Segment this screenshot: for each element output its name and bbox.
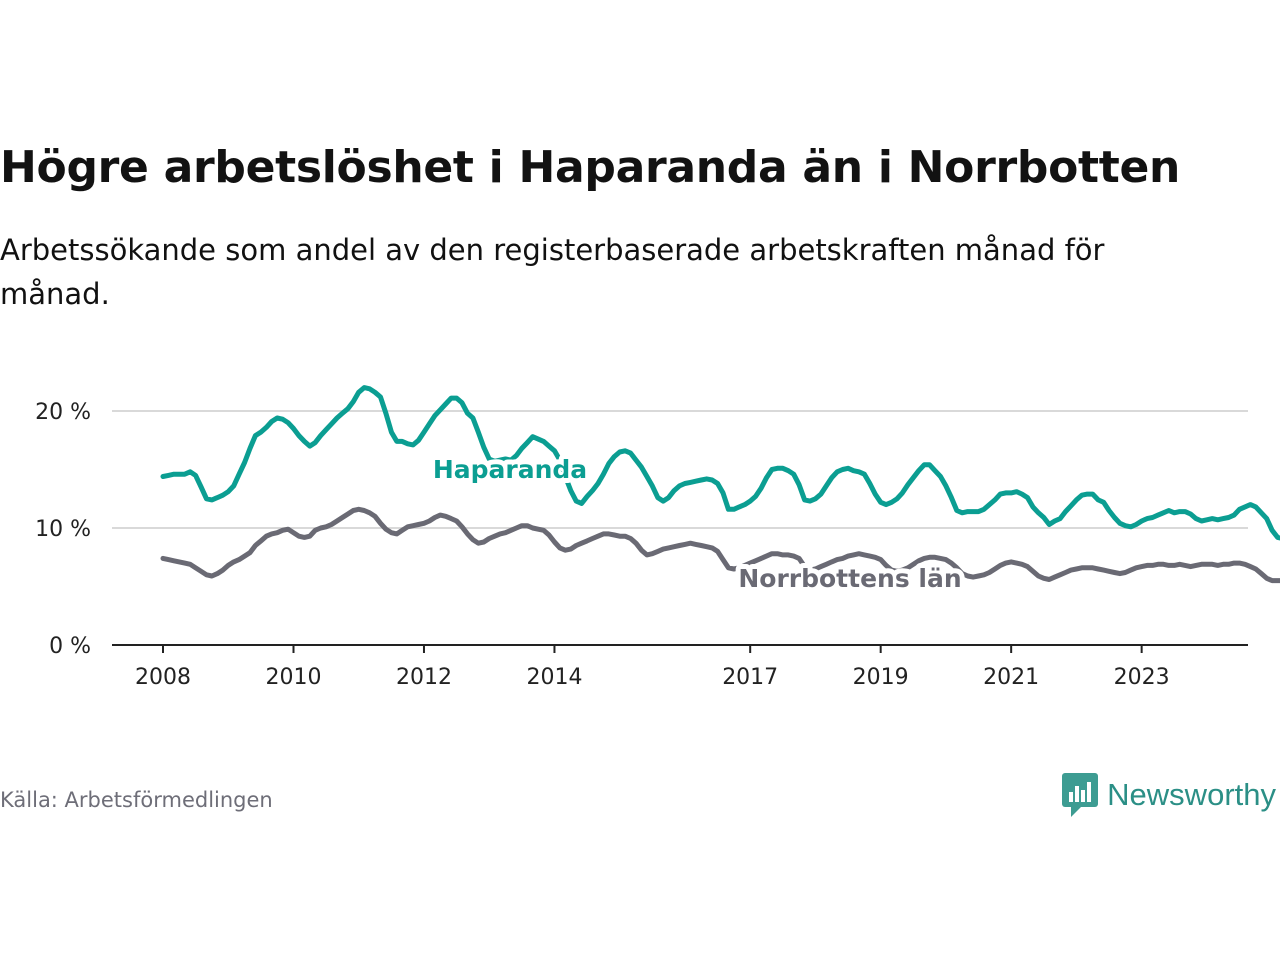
chart-title: Högre arbetslöshet i Haparanda än i Norr…: [0, 142, 1181, 193]
x-tick-label: 2010: [265, 665, 321, 690]
y-tick-label: 0 %: [49, 634, 91, 659]
series-line-haparanda: [160, 385, 1280, 541]
brand-logo[interactable]: Newsworthy: [1061, 772, 1276, 818]
x-axis: 2008 2010 2012 2014 2017 2019 2021 2023: [112, 644, 1248, 690]
bar-chart-speech-bubble-icon: [1062, 773, 1099, 817]
series-name-label: Haparanda: [433, 455, 587, 484]
y-tick-label: 10 %: [35, 517, 91, 542]
chart-subtitle: Arbetssökande som andel av den registerb…: [0, 233, 1105, 311]
gridlines: [112, 410, 1248, 529]
source-note: Källa: Arbetsförmedlingen: [0, 788, 273, 812]
brand-name: Newsworthy: [1107, 777, 1276, 812]
y-tick-label: 20 %: [35, 400, 91, 425]
x-tick-label: 2023: [1114, 665, 1170, 690]
x-tick-label: 2008: [135, 665, 191, 690]
x-tick-label: 2014: [526, 665, 582, 690]
y-axis-labels: 0 % 10 % 20 %: [35, 400, 91, 659]
x-tick-label: 2019: [853, 665, 909, 690]
x-tick-label: 2021: [983, 665, 1039, 690]
x-tick-label: 2017: [722, 665, 778, 690]
series-lines: [160, 385, 1280, 584]
series-line-norrbotten: [160, 506, 1280, 584]
x-tick-label: 2012: [396, 665, 452, 690]
series-name-label: Norrbottens län: [738, 564, 961, 593]
